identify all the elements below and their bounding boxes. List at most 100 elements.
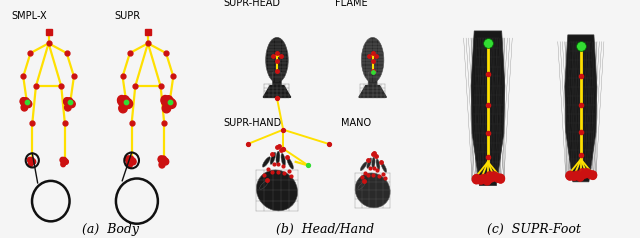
Circle shape	[21, 104, 28, 111]
Circle shape	[118, 97, 126, 106]
Circle shape	[158, 157, 164, 163]
Circle shape	[581, 170, 588, 178]
Polygon shape	[359, 86, 387, 97]
Circle shape	[589, 171, 596, 179]
Circle shape	[121, 96, 129, 105]
Circle shape	[473, 174, 481, 183]
Circle shape	[162, 158, 168, 164]
Ellipse shape	[281, 153, 285, 166]
Circle shape	[64, 159, 68, 164]
Text: (a)  Body: (a) Body	[82, 223, 139, 236]
Circle shape	[473, 175, 481, 184]
Circle shape	[119, 104, 127, 113]
Text: SUPR-HEAD: SUPR-HEAD	[223, 0, 280, 8]
Circle shape	[25, 100, 32, 108]
Circle shape	[483, 176, 491, 185]
Circle shape	[579, 169, 586, 177]
Circle shape	[161, 95, 170, 105]
Circle shape	[477, 176, 484, 184]
Polygon shape	[263, 86, 291, 97]
Circle shape	[31, 159, 35, 164]
Circle shape	[159, 162, 165, 168]
Ellipse shape	[362, 37, 384, 83]
Circle shape	[158, 156, 164, 162]
Ellipse shape	[260, 181, 268, 189]
Circle shape	[125, 156, 131, 162]
Circle shape	[494, 174, 502, 182]
Circle shape	[161, 97, 170, 106]
Ellipse shape	[266, 37, 288, 83]
Circle shape	[162, 104, 171, 113]
Circle shape	[489, 172, 496, 181]
Circle shape	[61, 162, 65, 167]
Circle shape	[123, 98, 131, 107]
Circle shape	[63, 159, 68, 164]
Circle shape	[166, 98, 175, 107]
Circle shape	[127, 162, 132, 168]
Circle shape	[20, 98, 27, 105]
FancyBboxPatch shape	[273, 72, 282, 87]
Circle shape	[29, 158, 34, 162]
Circle shape	[68, 100, 74, 107]
Circle shape	[20, 99, 27, 105]
Ellipse shape	[270, 152, 276, 164]
Circle shape	[497, 174, 504, 183]
Text: SUPR: SUPR	[115, 11, 141, 21]
Circle shape	[163, 159, 169, 165]
Circle shape	[28, 157, 32, 162]
Text: (c)  SUPR-Foot: (c) SUPR-Foot	[488, 223, 581, 236]
Circle shape	[491, 172, 499, 180]
Circle shape	[577, 172, 584, 180]
Circle shape	[118, 95, 126, 105]
Circle shape	[570, 172, 577, 180]
Circle shape	[566, 172, 573, 180]
Circle shape	[28, 158, 33, 163]
Circle shape	[481, 174, 488, 183]
Circle shape	[129, 158, 135, 164]
Circle shape	[24, 100, 31, 107]
Circle shape	[582, 169, 589, 177]
Circle shape	[126, 157, 132, 163]
Circle shape	[22, 98, 29, 105]
Text: SMPL-X: SMPL-X	[11, 11, 47, 21]
Circle shape	[68, 100, 76, 108]
Text: (b)  Head/Hand: (b) Head/Hand	[276, 223, 374, 236]
Circle shape	[60, 157, 65, 162]
Circle shape	[566, 171, 574, 179]
Circle shape	[28, 162, 33, 167]
Ellipse shape	[358, 182, 365, 189]
Circle shape	[130, 159, 136, 165]
Ellipse shape	[372, 157, 375, 168]
Circle shape	[572, 172, 579, 180]
FancyBboxPatch shape	[368, 72, 377, 87]
Circle shape	[63, 98, 70, 105]
Circle shape	[573, 171, 581, 179]
Ellipse shape	[262, 157, 270, 167]
Circle shape	[566, 172, 573, 180]
Circle shape	[164, 96, 173, 105]
Text: MANO: MANO	[342, 118, 372, 128]
Circle shape	[486, 172, 493, 180]
Circle shape	[161, 156, 166, 162]
Ellipse shape	[287, 158, 294, 169]
Text: SUPR-HAND: SUPR-HAND	[223, 118, 281, 128]
Circle shape	[589, 171, 596, 179]
Ellipse shape	[376, 159, 380, 170]
Circle shape	[128, 156, 134, 162]
Ellipse shape	[257, 170, 298, 211]
Circle shape	[65, 104, 71, 111]
Text: FLAME: FLAME	[335, 0, 368, 8]
Circle shape	[124, 99, 132, 108]
Circle shape	[584, 169, 591, 177]
Circle shape	[488, 173, 495, 182]
Ellipse shape	[355, 173, 390, 208]
Circle shape	[497, 174, 504, 183]
Circle shape	[64, 99, 70, 105]
Circle shape	[472, 175, 480, 183]
Circle shape	[577, 173, 584, 181]
Circle shape	[484, 175, 492, 184]
Ellipse shape	[367, 158, 372, 168]
Ellipse shape	[381, 163, 387, 172]
Circle shape	[62, 158, 67, 162]
Ellipse shape	[276, 151, 280, 164]
